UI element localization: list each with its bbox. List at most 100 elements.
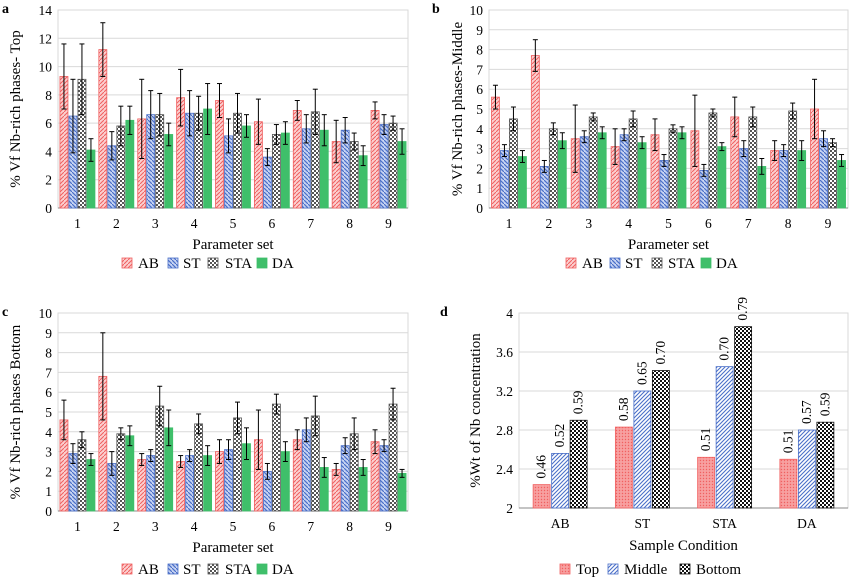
panel-b-bar-da-3 (597, 132, 607, 209)
panel-d-legend-swatch-bottom (679, 563, 691, 575)
panel-a-y-tick-label: 10 (39, 60, 53, 75)
panel-b-bar-sta-5 (668, 128, 678, 209)
panel-b-bar-st-9 (819, 138, 828, 209)
panel-b-bar-st-3 (579, 136, 589, 209)
panel-a-legend-label-ab: AB (138, 256, 159, 272)
panel-b-bar-ab-1 (491, 96, 500, 209)
panel-d-data-label: 0.65 (634, 361, 649, 385)
panel-b-y-tick-label: 9 (476, 23, 483, 38)
chart-panel-b: 0 1 2 3 4 5 6 7 8 9 10 1 2 3 4 5 6 7 8 9 % Vf Nb-rich phases… (450, 3, 849, 272)
panel-a-legend-label-st: ST (183, 256, 201, 272)
panel-a-bar-st-9 (379, 124, 389, 209)
panel-a-y-tick-label: 4 (45, 144, 52, 159)
panel-b-x-tick-label: 8 (785, 216, 792, 231)
panel-a-y-tick-label: 2 (45, 173, 52, 188)
panel-b-bar-sta-7 (748, 116, 758, 209)
panel-c-bar-sta-4 (194, 423, 204, 512)
panel-b-bar-st-7 (739, 148, 749, 209)
panel-b-y-tick-label: 2 (476, 161, 483, 176)
panel-label-d: d (440, 305, 448, 320)
panel-d-x-tick-label: AB (551, 516, 570, 531)
panel-d-data-label: 0.59 (571, 390, 586, 414)
panel-b-bar-sta-6 (708, 112, 718, 209)
panel-label-a: a (2, 2, 9, 17)
panel-c-x-tick-label: 1 (74, 519, 81, 534)
panel-a-y-tick-label: 14 (39, 3, 53, 18)
panel-b-x-tick-label: 4 (625, 216, 632, 231)
panel-d-legend-label-top: Top (576, 562, 599, 578)
panel-d-x-tick-label: DA (797, 516, 817, 531)
panel-d-bar-middle-sta (715, 366, 734, 509)
panel-c-legend-swatch-ab (121, 563, 133, 575)
panel-d-y-tick-label: 3.6 (496, 345, 513, 360)
panel-a-legend-swatch-da (256, 257, 268, 269)
panel-d-data-label: 0.51 (698, 428, 713, 452)
panel-c-y-tick-label: 6 (45, 385, 52, 400)
panel-b-legend-swatch-st (609, 257, 621, 269)
panel-b-legend-label-da: DA (716, 256, 738, 272)
panel-c-legend-label-ab: AB (138, 562, 159, 578)
panel-b-bar-sta-1 (509, 118, 518, 209)
panel-b-bar-da-4 (637, 142, 647, 209)
panel-a-y-tick-label: 6 (45, 116, 52, 131)
panel-d-bar-middle-da (797, 429, 816, 509)
panel-b-bar-st-4 (619, 134, 629, 209)
panel-a-y-axis-title: % Vf Nb-rich phases- Top (8, 30, 24, 188)
panel-d-bar-bottom-sta (734, 326, 753, 509)
panel-b-x-tick-label: 5 (665, 216, 672, 231)
panel-a-legend-label-da: DA (272, 256, 294, 272)
panel-c-y-tick-label: 3 (45, 445, 52, 460)
panel-c-legend-label-sta: STA (225, 562, 252, 578)
panel-c-x-tick-label: 6 (269, 519, 276, 534)
panel-label-b: b (432, 2, 440, 17)
panel-b-bar-sta-3 (588, 116, 598, 209)
panel-c-bar-da-2 (125, 435, 135, 512)
panel-a-bar-sta-9 (388, 122, 398, 209)
panel-d-y-tick-label: 3.2 (496, 384, 513, 399)
panel-c-y-tick-label: 5 (45, 405, 52, 420)
panel-d-data-label: 0.46 (534, 455, 549, 479)
panel-d-bar-top-sta (697, 456, 716, 509)
panel-c-bar-ab-4 (176, 461, 186, 512)
panel-c-legend-label-st: ST (183, 562, 201, 578)
panel-c-bar-st-4 (185, 455, 195, 512)
panel-a-bar-da-5 (242, 125, 251, 209)
panel-a-legend-swatch-ab (121, 257, 133, 269)
panel-a-bar-sta-6 (271, 134, 281, 209)
panel-d-legend-label-bottom: Bottom (696, 562, 741, 578)
panel-d-data-label: 0.70 (653, 341, 668, 365)
panel-a-x-tick-label: 6 (269, 216, 276, 231)
panel-d-bar-top-ab (532, 484, 551, 509)
panel-a-y-tick-label: 8 (45, 88, 52, 103)
panel-c-bar-da-9 (397, 472, 407, 512)
panel-a-x-tick-label: 1 (74, 216, 81, 231)
panel-c-y-tick-label: 10 (39, 306, 53, 321)
panel-c-y-tick-label: 7 (45, 365, 52, 380)
panel-d-y-tick-label: 2.8 (496, 423, 513, 438)
panel-b-x-tick-label: 2 (545, 216, 552, 231)
panel-b-bar-da-9 (837, 160, 846, 209)
panel-c-bar-sta-1 (77, 439, 87, 512)
panel-c-y-tick-label: 9 (45, 326, 52, 341)
panel-b-bar-sta-4 (628, 118, 638, 209)
panel-d-bar-bottom-da (816, 421, 835, 509)
panel-a-x-tick-label: 9 (385, 216, 392, 231)
panel-b-x-axis-title: Parameter set (628, 237, 710, 253)
panel-b-legend-swatch-da (700, 257, 712, 269)
panel-b-y-tick-label: 4 (476, 122, 483, 137)
panel-d-data-label: 0.70 (717, 337, 732, 361)
panel-d-data-label: 0.59 (817, 392, 832, 416)
panel-c-bar-st-3 (146, 455, 156, 512)
panel-a-x-tick-label: 2 (113, 216, 120, 231)
panel-c-y-tick-label: 8 (45, 346, 52, 361)
panel-c-x-tick-label: 7 (307, 519, 314, 534)
panel-c-bar-da-1 (86, 459, 96, 512)
panel-c-x-tick-label: 5 (230, 519, 237, 534)
panel-b-legend-swatch-sta (651, 257, 663, 269)
panel-b-legend-label-ab: AB (582, 256, 603, 272)
panel-d-data-label: 0.58 (616, 397, 631, 421)
panel-b-bar-da-1 (518, 156, 527, 209)
panel-b-bar-da-5 (677, 132, 687, 209)
panel-d-bar-bottom-ab (569, 419, 588, 509)
